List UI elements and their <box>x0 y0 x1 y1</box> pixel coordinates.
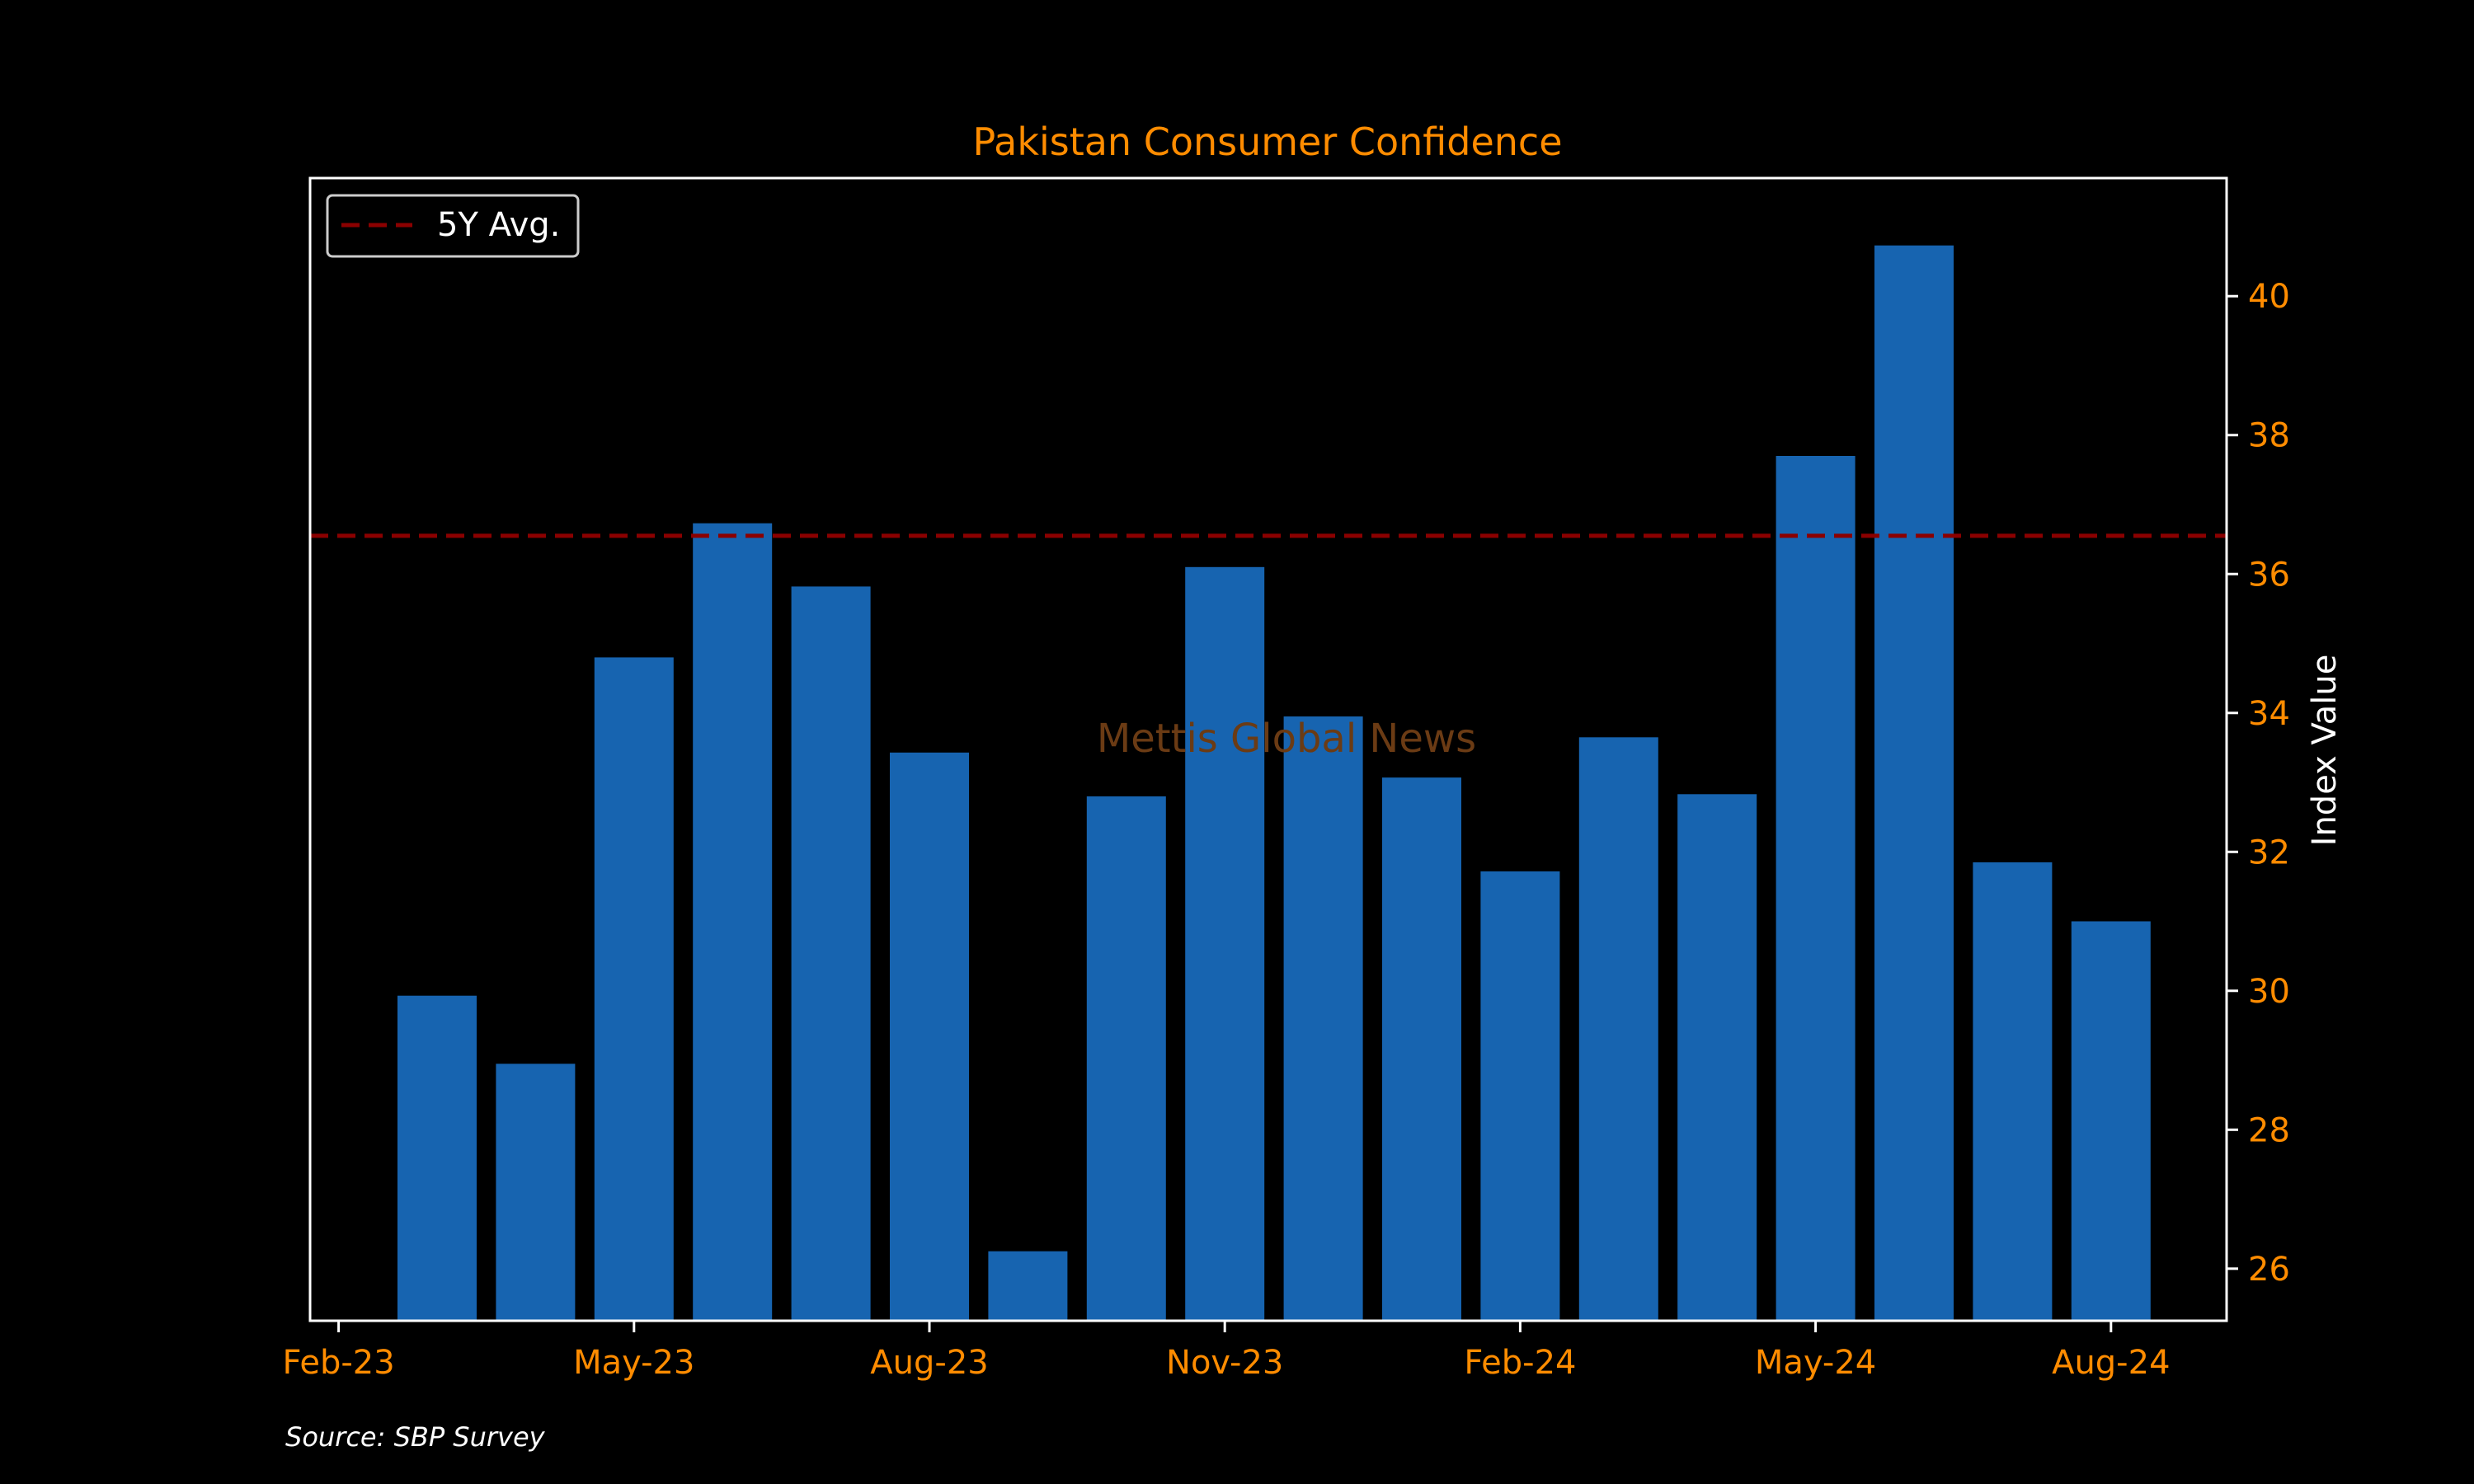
y-tick-label: 30 <box>2248 973 2290 1011</box>
bar-Mar-23 <box>397 995 477 1321</box>
y-axis: 26 28 30 32 34 36 38 40 <box>2227 278 2290 1289</box>
bars-layer <box>397 245 2151 1322</box>
bar-Aug-24 <box>2071 921 2151 1321</box>
bar-Nov-23 <box>1185 566 1265 1321</box>
legend: 5Y Avg. <box>326 194 580 258</box>
x-tick-label: Feb-23 <box>283 1344 395 1382</box>
x-axis: Feb-23 May-23 Aug-23 Nov-23 Feb-24 May-24 Aug-… <box>283 1321 2171 1382</box>
x-tick-label: May-24 <box>1755 1344 1876 1382</box>
chart-title: Pakistan Consumer Confidence <box>972 120 1562 164</box>
y-axis-title: Index Value <box>2306 655 2344 847</box>
bar-Apr-24 <box>1677 794 1757 1321</box>
bar-Jun-23 <box>693 523 773 1321</box>
legend-box <box>326 194 580 258</box>
y-tick-label: 28 <box>2248 1111 2290 1149</box>
bar-Apr-23 <box>496 1064 576 1321</box>
source-note: Source: SBP Survey <box>285 1421 546 1453</box>
y-tick-label: 40 <box>2248 278 2290 316</box>
legend-label: 5Y Avg. <box>437 206 560 244</box>
y-tick-label: 38 <box>2248 417 2290 455</box>
plot-frame <box>308 176 2228 1322</box>
bar-Aug-23 <box>890 752 969 1321</box>
bar-Sep-23 <box>988 1251 1068 1321</box>
bar-Feb-24 <box>1480 871 1560 1321</box>
y-tick-label: 32 <box>2248 834 2290 871</box>
bar-Oct-23 <box>1086 796 1166 1321</box>
x-tick-label: May-23 <box>573 1344 694 1382</box>
bar-May-24 <box>1776 456 1856 1321</box>
y-tick-label: 34 <box>2248 695 2290 733</box>
x-tick-label: Aug-23 <box>870 1344 988 1382</box>
bar-May-23 <box>594 657 674 1321</box>
watermark: Mettis Global News <box>1097 716 1476 762</box>
x-tick-label: Feb-24 <box>1464 1344 1576 1382</box>
bar-Jun-24 <box>1874 245 1954 1322</box>
y-tick-label: 36 <box>2248 556 2290 594</box>
bar-Jan-24 <box>1382 777 1461 1321</box>
bar-Mar-24 <box>1578 737 1658 1321</box>
x-tick-label: Aug-24 <box>2052 1344 2170 1382</box>
bar-Dec-23 <box>1283 716 1363 1321</box>
x-tick-label: Nov-23 <box>1166 1344 1283 1382</box>
bar-Jul-23 <box>791 586 871 1321</box>
bar-Jul-24 <box>1973 862 2053 1321</box>
y-tick-label: 26 <box>2248 1251 2290 1289</box>
